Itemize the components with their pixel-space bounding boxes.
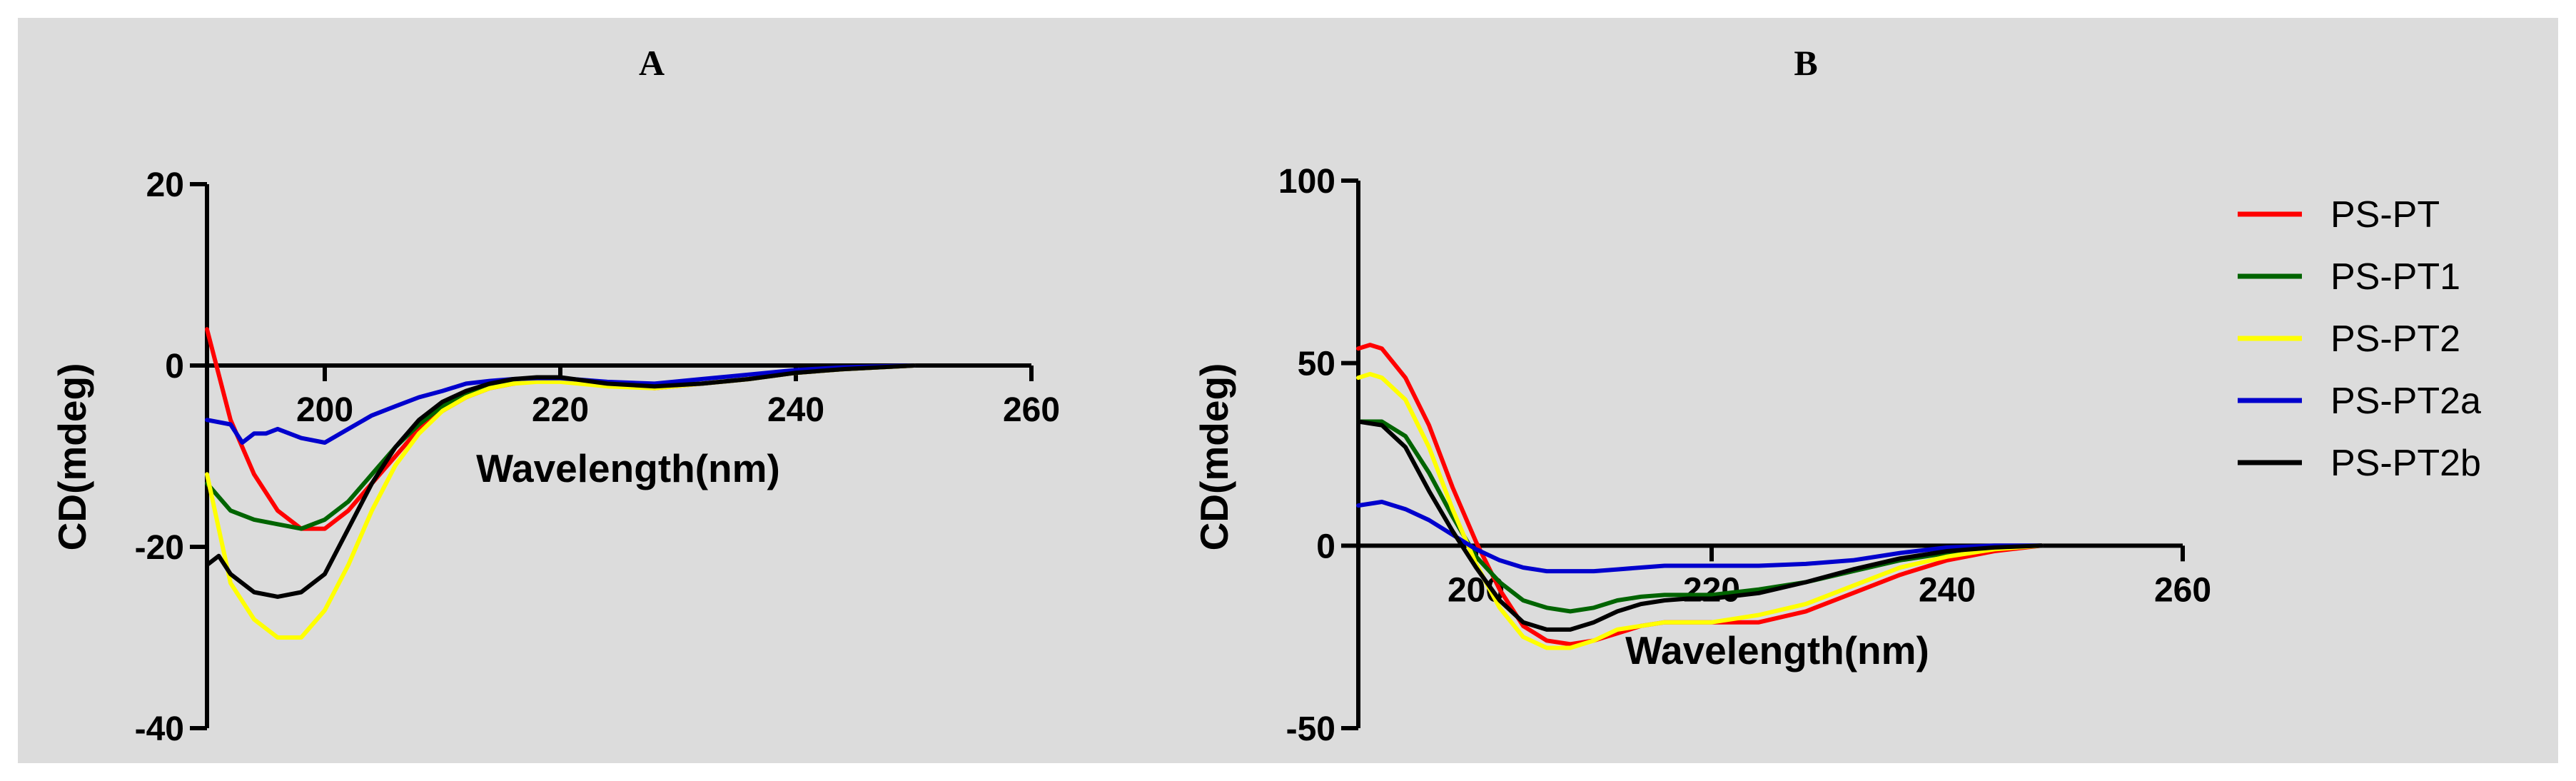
panel-a-title: A [639,43,665,83]
panel-b-y-tick-label: 0 [1316,528,1335,565]
panel-a-y-tick-label: -40 [135,710,184,748]
panel-b-y-tick-label: -50 [1286,710,1335,748]
panel-b-series-ps-pt2a [1356,500,2044,574]
panel-b-title: B [1794,43,1817,83]
panel-a-series-ps-pt2a [205,363,916,445]
panel-a-y-axis-title: CD(mdeg) [50,363,94,551]
panel-b-y-axis-title: CD(mdeg) [1192,363,1236,551]
panel-a-y-tick-label: 0 [165,348,184,386]
panel-b-y-tick-label: 100 [1278,163,1335,201]
panel-a-y-tick-label: -20 [135,529,184,567]
panel-a-x-tick-label: 220 [532,391,589,429]
panel-a-x-axis-title: Wavelength(nm) [476,446,780,490]
panel-b-x-tick-label: 240 [1919,571,1976,609]
panel-a-series-ps-pt2b [205,363,916,599]
panel-a-x-tick-label: 200 [296,391,353,429]
panel-a-y-tick-label: 20 [146,166,184,204]
panel-b-series-ps-pt2b [1356,419,2044,632]
legend-label-ps-pt2a: PS-PT2a [2330,381,2481,422]
panel-b-x-tick-label: 260 [2154,571,2211,609]
legend-label-ps-pt1: PS-PT1 [2330,256,2460,298]
panel-b-series-ps-pt2 [1356,372,2044,650]
panel-b-y-tick-label: 50 [1298,346,1335,383]
panel-a-x-tick-label: 260 [1003,391,1060,429]
legend: PS-PT PS-PT1 PS-PT2 PS-PT2a PS-PT2b [2238,194,2481,484]
figure-background [18,18,2558,763]
legend-label-ps-pt2b: PS-PT2b [2330,443,2481,484]
panel-b-x-axis-title: Wavelength(nm) [1625,628,1929,672]
legend-label-ps-pt: PS-PT [2330,194,2440,236]
legend-label-ps-pt2: PS-PT2 [2330,318,2460,360]
panel-a-x-tick-label: 240 [767,391,824,429]
panel-b-x-tick-label: 220 [1683,571,1740,609]
